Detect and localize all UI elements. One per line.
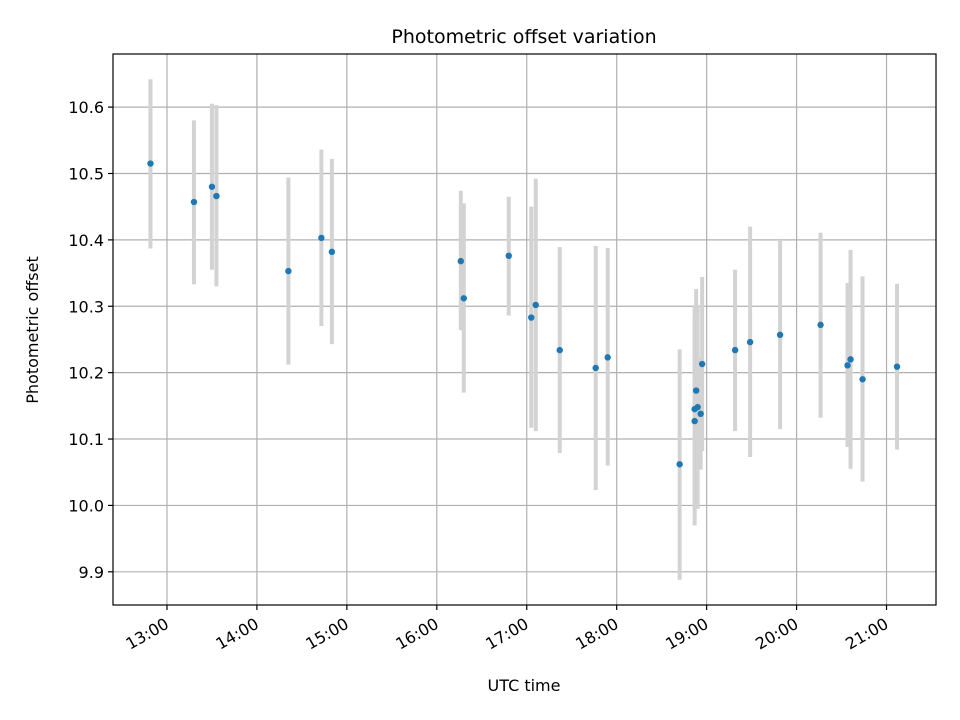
y-tick-label: 9.9 [79, 563, 104, 582]
data-point [859, 376, 866, 383]
data-point [532, 301, 539, 309]
y-tick-label: 10.4 [68, 231, 104, 250]
data-point [697, 410, 704, 418]
data-point [847, 356, 854, 363]
y-tick-label: 10.5 [68, 164, 104, 183]
data-point [556, 346, 563, 354]
data-point [208, 183, 216, 190]
data-point [691, 417, 698, 425]
data-point [147, 160, 154, 167]
data-point [817, 321, 824, 329]
y-tick-label: 10.3 [68, 297, 104, 316]
data-point [731, 346, 739, 354]
data-point [746, 338, 754, 346]
data-point [893, 363, 901, 370]
data-point [776, 331, 784, 339]
data-point [505, 252, 512, 260]
grid-lines [113, 54, 936, 605]
data-point [460, 295, 467, 302]
data-point [318, 234, 325, 242]
data-point [285, 267, 292, 275]
y-tick-label: 10.2 [68, 364, 104, 383]
data-points [147, 160, 901, 468]
data-point [213, 192, 220, 200]
data-point [457, 257, 464, 265]
data-point [604, 354, 611, 361]
data-point [698, 360, 706, 368]
data-point [328, 248, 336, 256]
data-point [676, 461, 683, 468]
y-tick-label: 10.0 [68, 496, 104, 515]
y-axis: 9.9 10.0 10.1 10.2 10.3 10.4 10.5 10.6 [68, 98, 113, 582]
y-tick-label: 10.6 [68, 98, 104, 117]
data-point [190, 198, 198, 206]
y-axis-title: Photometric offset [23, 256, 42, 404]
data-point [844, 362, 851, 369]
data-point [694, 403, 701, 411]
chart-title: Photometric offset variation [391, 26, 656, 48]
data-point [528, 314, 535, 321]
plot-frame [112, 53, 937, 606]
data-point [592, 364, 599, 372]
y-tick-label: 10.1 [68, 430, 104, 449]
x-axis-title: UTC time [488, 676, 561, 695]
data-point [692, 387, 700, 394]
